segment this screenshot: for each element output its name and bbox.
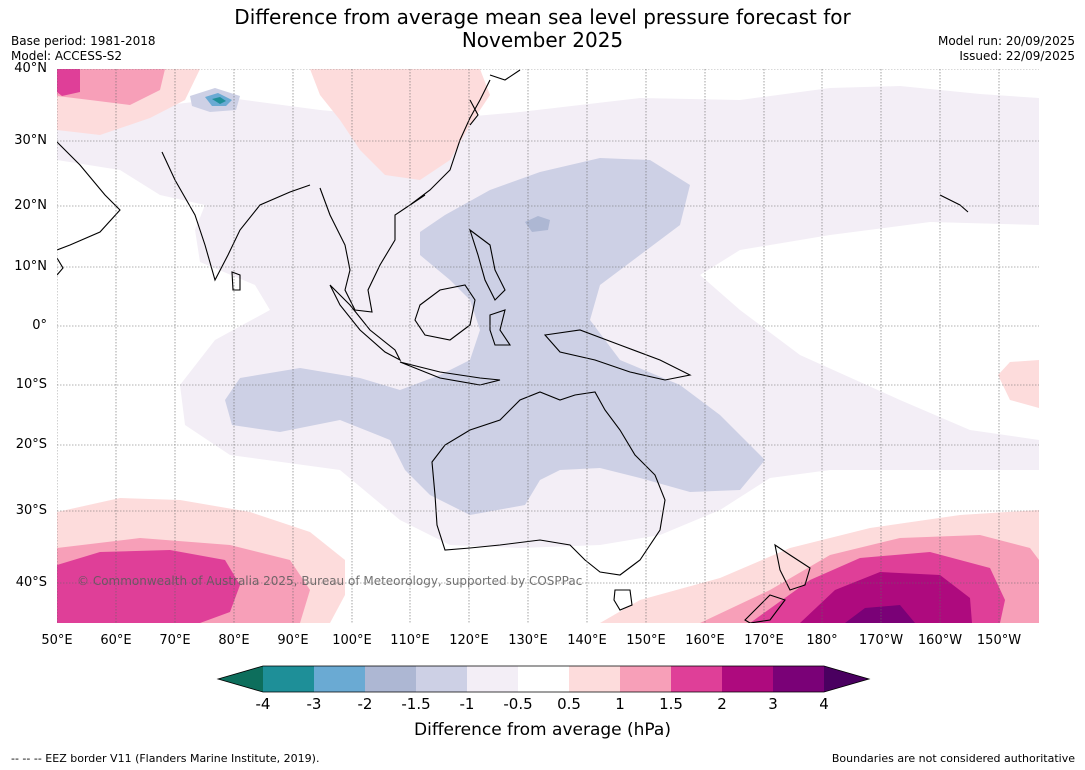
colorbar-extend-high bbox=[824, 666, 869, 692]
lon-tick-label: 90°E bbox=[277, 633, 309, 648]
colorbar-tick-label: -0.5 bbox=[503, 695, 533, 713]
colorbar-title: Difference from average (hPa) bbox=[414, 720, 671, 740]
anomaly-region-himalaya-peak bbox=[212, 97, 226, 104]
lon-tick-label: 110°E bbox=[390, 633, 430, 648]
colorbar-segment-m05-05 bbox=[518, 666, 569, 692]
lon-tick-label: 160°W bbox=[917, 633, 963, 648]
chart-title-line1: Difference from average mean sea level p… bbox=[234, 5, 851, 29]
graticule bbox=[57, 69, 1039, 623]
lat-tick-label: 0° bbox=[32, 318, 47, 333]
model-run: Model run: 20/09/2025 bbox=[937, 34, 1075, 48]
colorbar-tick-label: 2 bbox=[717, 695, 727, 713]
anomaly-region-se-3-4 bbox=[845, 605, 915, 623]
colorbar-extend-low bbox=[218, 666, 263, 692]
colorbar-segment-3-4 bbox=[773, 666, 824, 692]
colorbar-tick-label: -1.5 bbox=[401, 695, 431, 713]
colorbar-tick-label: 0.5 bbox=[557, 695, 581, 713]
colorbar-segment-15-2 bbox=[671, 666, 722, 692]
lat-tick-label: 20°S bbox=[15, 437, 47, 452]
colorbar-segment-m4-m3 bbox=[263, 666, 314, 692]
boundaries-disclaimer: Boundaries are not considered authoritat… bbox=[831, 752, 1075, 765]
lon-tick-label: 180° bbox=[806, 633, 838, 648]
colorbar-segment-2-3 bbox=[722, 666, 773, 692]
lat-tick-label: 40°S bbox=[15, 575, 47, 590]
colorbar-tick-label: -4 bbox=[255, 695, 271, 713]
colorbar-tick-label: 1.5 bbox=[659, 695, 683, 713]
lat-tick-label: 10°S bbox=[15, 377, 47, 392]
colorbar-segment-1-15 bbox=[620, 666, 671, 692]
lat-tick-label: 10°N bbox=[14, 259, 47, 274]
colorbar-tick-label: 4 bbox=[819, 695, 829, 713]
lon-tick-label: 70°E bbox=[159, 633, 191, 648]
lat-tick-label: 30°S bbox=[15, 503, 47, 518]
copyright-notice: © Commonwealth of Australia 2025, Bureau… bbox=[77, 574, 583, 588]
lon-tick-label: 150°E bbox=[626, 633, 666, 648]
lon-tick-label: 170°E bbox=[744, 633, 784, 648]
lon-tick-label: 150°W bbox=[976, 633, 1022, 648]
lat-tick-label: 20°N bbox=[14, 198, 47, 213]
lat-tick-label: 30°N bbox=[14, 133, 47, 148]
lon-tick-label: 140°E bbox=[567, 633, 607, 648]
map-area bbox=[57, 69, 1039, 623]
colorbar-segment-m1-m05 bbox=[467, 666, 518, 692]
anomaly-region-m2-m15 bbox=[525, 216, 550, 232]
coastlines bbox=[57, 69, 969, 623]
anomaly-region-nw-positive-2 bbox=[57, 69, 165, 105]
colorbar-tick-label: 3 bbox=[768, 695, 778, 713]
colorbar-tick-label: 1 bbox=[615, 695, 625, 713]
colorbar-tick-label: -1 bbox=[459, 695, 475, 713]
anomaly-region-se-2-3 bbox=[800, 572, 972, 623]
eez-border-note: -- -- -- EEZ border V11 (Flanders Marine… bbox=[11, 752, 320, 765]
anomaly-region-nw-positive-3 bbox=[57, 69, 80, 96]
colorbar-tick-label: -3 bbox=[306, 695, 322, 713]
colorbar-tick-label: -2 bbox=[357, 695, 373, 713]
lon-tick-label: 160°E bbox=[685, 633, 725, 648]
colorbar bbox=[216, 665, 871, 693]
anomaly-region-east-positive bbox=[998, 360, 1039, 408]
lon-tick-label: 60°E bbox=[100, 633, 132, 648]
lon-tick-label: 50°E bbox=[41, 633, 73, 648]
lon-tick-label: 130°E bbox=[508, 633, 548, 648]
lon-tick-label: 120°E bbox=[449, 633, 489, 648]
lon-tick-label: 100°E bbox=[332, 633, 372, 648]
model-name: Model: ACCESS-S2 bbox=[11, 49, 123, 63]
lat-tick-label: 40°N bbox=[14, 61, 47, 76]
base-period: Base period: 1981-2018 bbox=[11, 34, 156, 48]
colorbar-segment-05-1 bbox=[569, 666, 620, 692]
lon-tick-label: 80°E bbox=[218, 633, 250, 648]
colorbar-segment-m2-m15 bbox=[365, 666, 416, 692]
issued-date: Issued: 22/09/2025 bbox=[959, 49, 1075, 63]
colorbar-segment-m15-m1 bbox=[416, 666, 467, 692]
chart-title-line2: November 2025 bbox=[461, 28, 624, 52]
anomaly-region-m15-m1 bbox=[225, 158, 765, 515]
anomaly-region-north-positive bbox=[310, 69, 490, 180]
anomaly-region-sw-15-2 bbox=[57, 550, 240, 623]
lon-tick-label: 170°W bbox=[858, 633, 904, 648]
colorbar-segment-m3-m2 bbox=[314, 666, 365, 692]
